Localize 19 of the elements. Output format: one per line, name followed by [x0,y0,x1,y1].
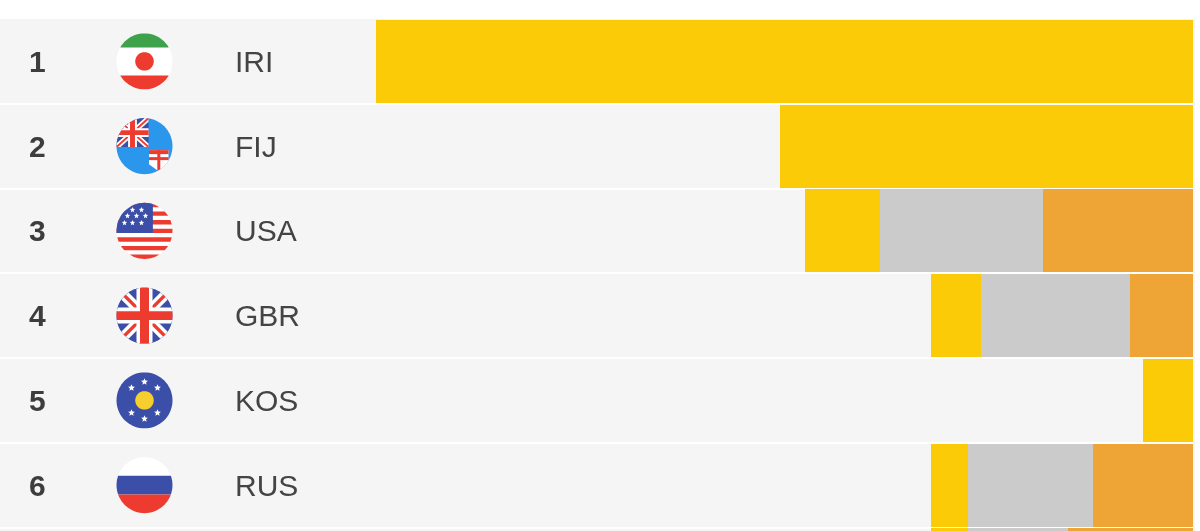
y-tick-label: RUS [235,469,299,502]
bar [1130,274,1193,357]
y-tick-label: KOS [235,384,299,417]
bar [931,274,981,357]
bar [981,274,1130,357]
y-tick-label: USA [235,214,297,247]
bar [376,20,1193,103]
bar [1043,189,1193,272]
y-tick-label: GBR [235,299,301,332]
text: 5 [29,384,46,417]
text: 4 [29,299,46,332]
bar [880,189,1043,272]
y-tick-label: IRI [235,45,274,78]
bar [1143,359,1193,442]
text: 3 [29,214,46,247]
text: 6 [29,469,46,502]
text: 1 [29,45,46,78]
text: 2 [29,130,46,163]
y-tick-label: FIJ [235,130,277,163]
